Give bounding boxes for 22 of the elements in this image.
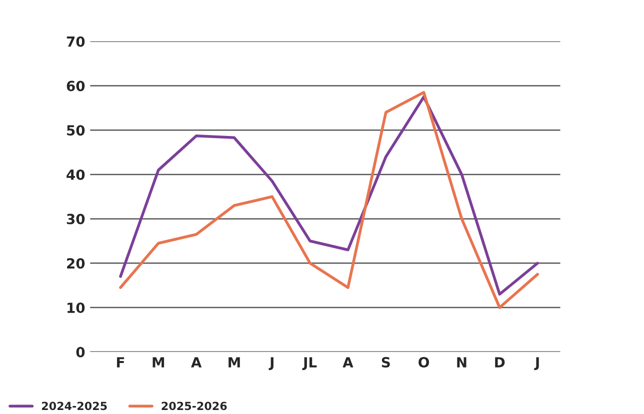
- x-tick-label: M: [152, 357, 164, 368]
- x-tick-label: A: [342, 357, 354, 368]
- x-tick-label: D: [495, 357, 505, 368]
- legend-label: 2024-2025: [42, 402, 107, 410]
- y-tick-label: 0: [76, 346, 85, 358]
- x-tick-label: JL: [302, 357, 317, 370]
- y-tick-label: 40: [66, 169, 85, 180]
- y-tick-label: 70: [66, 36, 85, 47]
- x-tick-label: N: [457, 357, 466, 368]
- legend-label: 2025-2026: [162, 402, 227, 410]
- y-tick-label: 60: [66, 80, 85, 92]
- y-tick-label: 20: [67, 258, 85, 269]
- x-tick-label: M: [228, 357, 240, 368]
- y-tick-label: 10: [68, 302, 85, 314]
- x-tick-label: J: [268, 357, 274, 370]
- x-tick-label: F: [117, 357, 124, 368]
- y-tick-label: 30: [66, 214, 85, 224]
- x-tick-label: O: [418, 357, 429, 368]
- x-tick-label: J: [534, 357, 539, 370]
- x-tick-label: S: [382, 357, 390, 368]
- x-tick-label: A: [191, 357, 202, 368]
- y-tick-label: 50: [67, 125, 85, 136]
